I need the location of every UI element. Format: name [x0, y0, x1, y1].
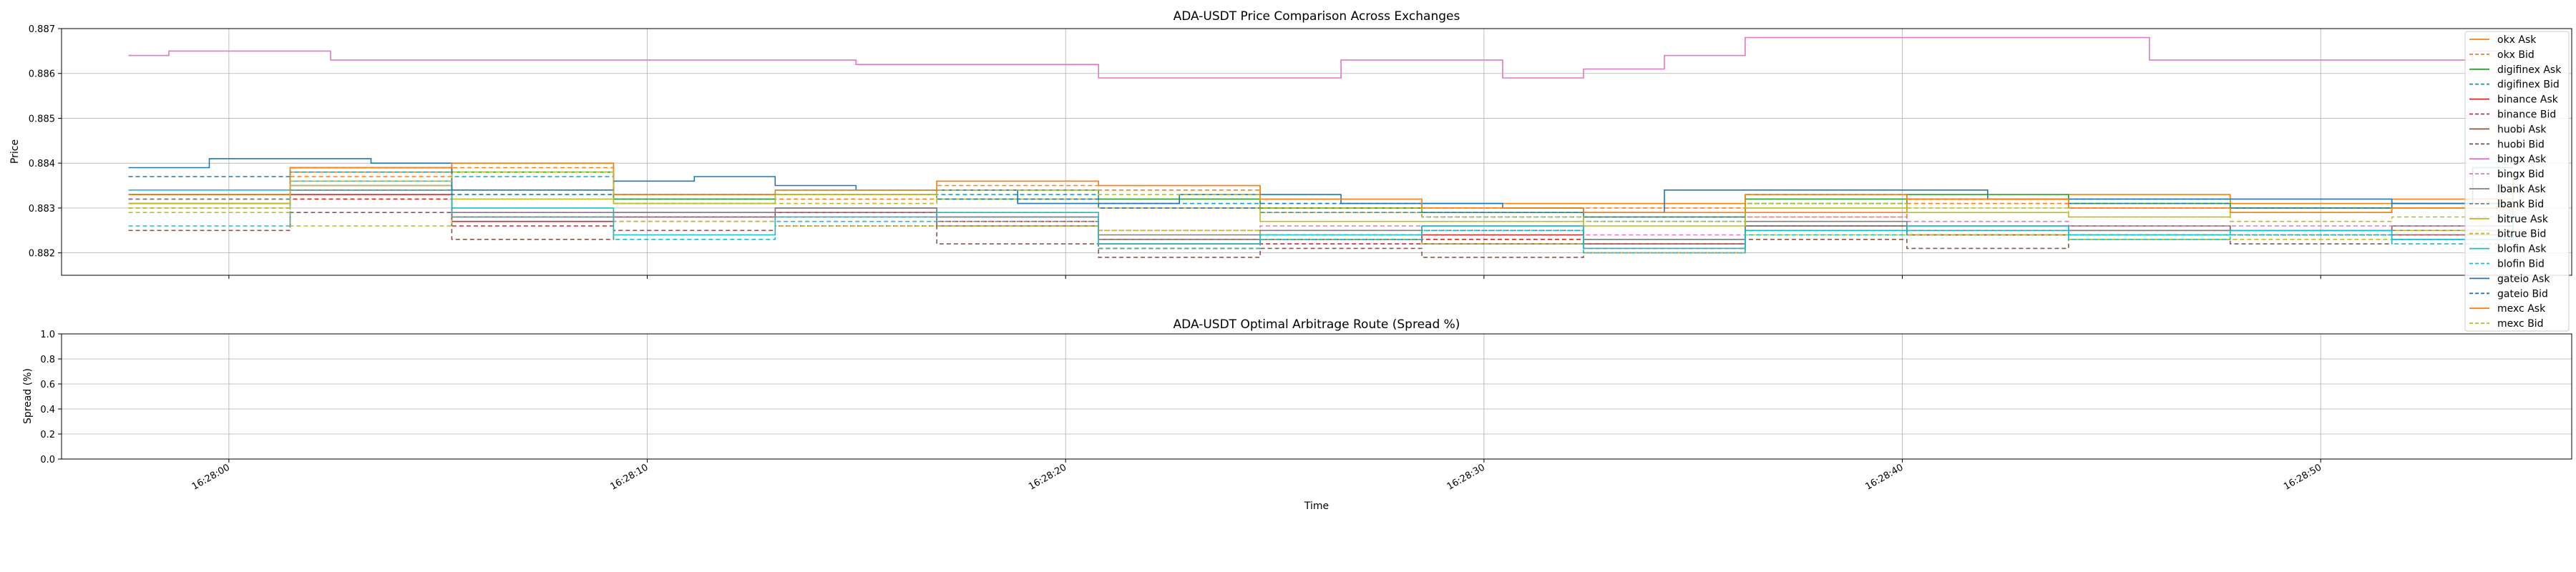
spread-chart-axes-frame: [61, 333, 2572, 460]
spread-y-tick-label: 1.0: [40, 330, 55, 340]
series-line: [128, 171, 2514, 222]
series-line: [128, 36, 2514, 79]
series-line: [128, 212, 2514, 258]
legend-entry: blofin Ask: [2497, 244, 2547, 255]
spread-y-tick-label: 0.8: [40, 355, 55, 365]
series-line: [128, 189, 2514, 236]
legend-items: okx Ask okx Bid digifinex Ask digifinex Bid…: [2469, 34, 2562, 330]
series-line: [128, 184, 2514, 227]
price-chart-axes-frame: [61, 28, 2572, 276]
legend-entry: binance Ask: [2497, 94, 2559, 106]
legend-entry: lbank Ask: [2497, 184, 2547, 195]
legend-entry: blofin Bid: [2497, 259, 2545, 270]
price-chart-title: ADA-USDT Price Comparison Across Exchang…: [1174, 9, 1460, 24]
spread-chart-title: ADA-USDT Optimal Arbitrage Route (Spread…: [1174, 317, 1460, 332]
legend-entry: gateio Bid: [2497, 288, 2548, 300]
spread-y-tick-label: 0.2: [40, 430, 55, 440]
price-chart-series: [128, 36, 2514, 258]
legend-entry: lbank Bid: [2497, 199, 2544, 210]
spread-y-tick-label: 0.0: [40, 455, 55, 465]
legend-entry: bingx Ask: [2497, 154, 2547, 165]
legend-entry: bingx Bid: [2497, 169, 2545, 180]
spread-y-tick-label: 0.4: [40, 405, 55, 415]
legend: okx Ask okx Bid digifinex Ask digifinex Bid…: [2464, 31, 2570, 332]
series-line: [128, 189, 2514, 254]
price-y-tick-label: 0.883: [29, 204, 55, 214]
spread-chart-y-label: Spread (%): [22, 368, 34, 424]
legend-entry: huobi Bid: [2497, 139, 2545, 150]
legend-entry: okx Bid: [2497, 49, 2534, 61]
legend-entry: gateio Ask: [2497, 273, 2550, 285]
series-line: [128, 162, 2514, 213]
legend-entry: bitrue Bid: [2497, 229, 2546, 240]
legend-box: [2464, 31, 2570, 332]
price-y-tick-label: 0.884: [29, 159, 55, 169]
legend-entry: digifinex Bid: [2497, 79, 2560, 91]
legend-entry: binance Bid: [2497, 109, 2556, 121]
price-y-tick-label: 0.885: [29, 114, 55, 124]
legend-entry: okx Ask: [2497, 34, 2537, 46]
spread-chart-x-label: Time: [1304, 500, 1329, 512]
price-chart-y-ticks: 0.882 0.883 0.884 0.885 0.886 0.887: [29, 24, 62, 260]
legend-entry: mexc Bid: [2497, 318, 2544, 330]
price-y-tick-label: 0.882: [29, 249, 55, 260]
legend-entry: digifinex Ask: [2497, 64, 2562, 76]
spread-chart-y-ticks: 0.0 0.2 0.4 0.6 0.8 1.0: [40, 330, 62, 465]
price-chart: ADA-USDT Price Comparison Across Exchang…: [9, 9, 2572, 332]
price-y-tick-label: 0.887: [29, 24, 55, 35]
legend-entry: bitrue Ask: [2497, 214, 2549, 225]
spread-y-tick-label: 0.6: [40, 380, 55, 390]
price-chart-y-label: Price: [9, 139, 21, 164]
price-chart-x-tick-marks: [228, 275, 2321, 279]
legend-entry: huobi Ask: [2497, 124, 2547, 135]
price-y-tick-label: 0.886: [29, 69, 55, 80]
legend-entry: mexc Ask: [2497, 303, 2546, 315]
